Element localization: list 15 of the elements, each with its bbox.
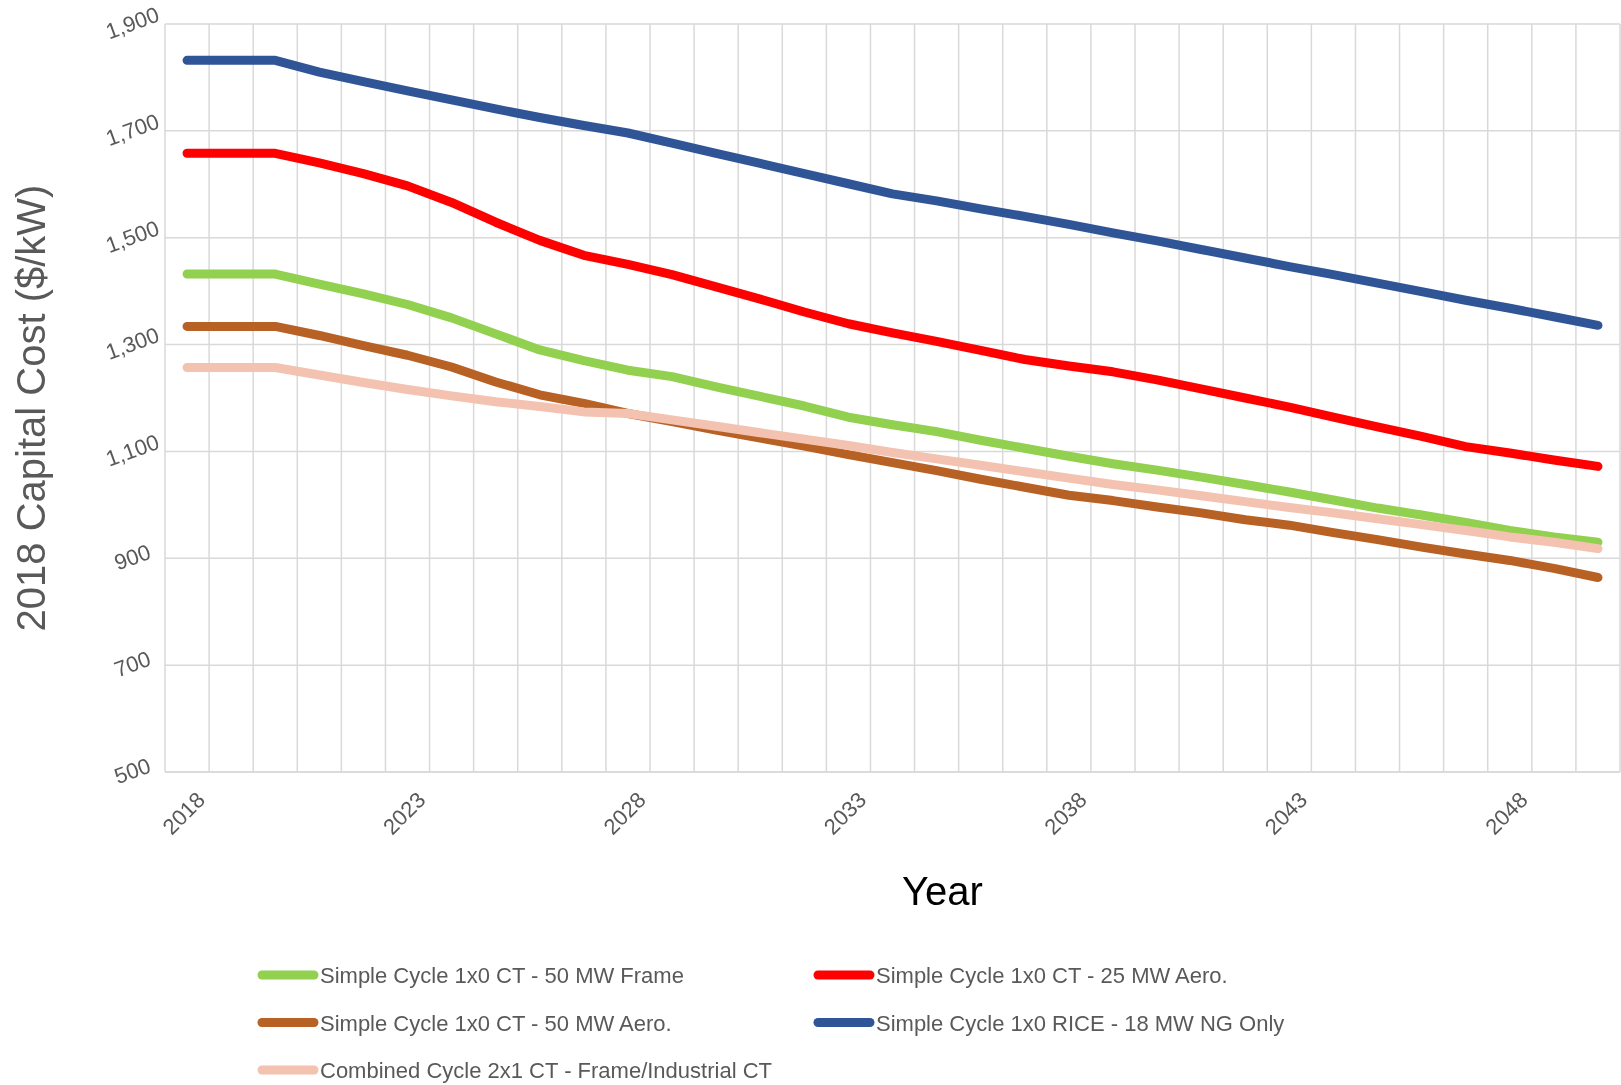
- y-tick-label: 700: [110, 646, 154, 683]
- x-axis-title: Year: [902, 869, 983, 913]
- y-tick-label: 1,700: [102, 108, 163, 151]
- y-tick-label: 1,300: [102, 322, 163, 365]
- legend-label: Simple Cycle 1x0 CT - 25 MW Aero.: [876, 963, 1228, 988]
- y-tick-label: 1,900: [102, 1, 163, 45]
- y-axis-title: 2018 Capital Cost ($/kW): [9, 184, 53, 632]
- y-tick-label: 1,500: [102, 215, 163, 258]
- y-tick-label: 900: [110, 539, 154, 576]
- y-tick-label: 500: [110, 752, 154, 789]
- legend-label: Simple Cycle 1x0 CT - 50 MW Aero.: [320, 1010, 672, 1036]
- y-tick-label: 1,100: [102, 429, 163, 472]
- legend-label: Simple Cycle 1x0 RICE - 18 MW NG Only: [876, 1010, 1285, 1036]
- legend-label: Simple Cycle 1x0 CT - 50 MW Frame: [320, 963, 684, 988]
- legend-label: Combined Cycle 2x1 CT - Frame/Industrial CT: [320, 1058, 772, 1083]
